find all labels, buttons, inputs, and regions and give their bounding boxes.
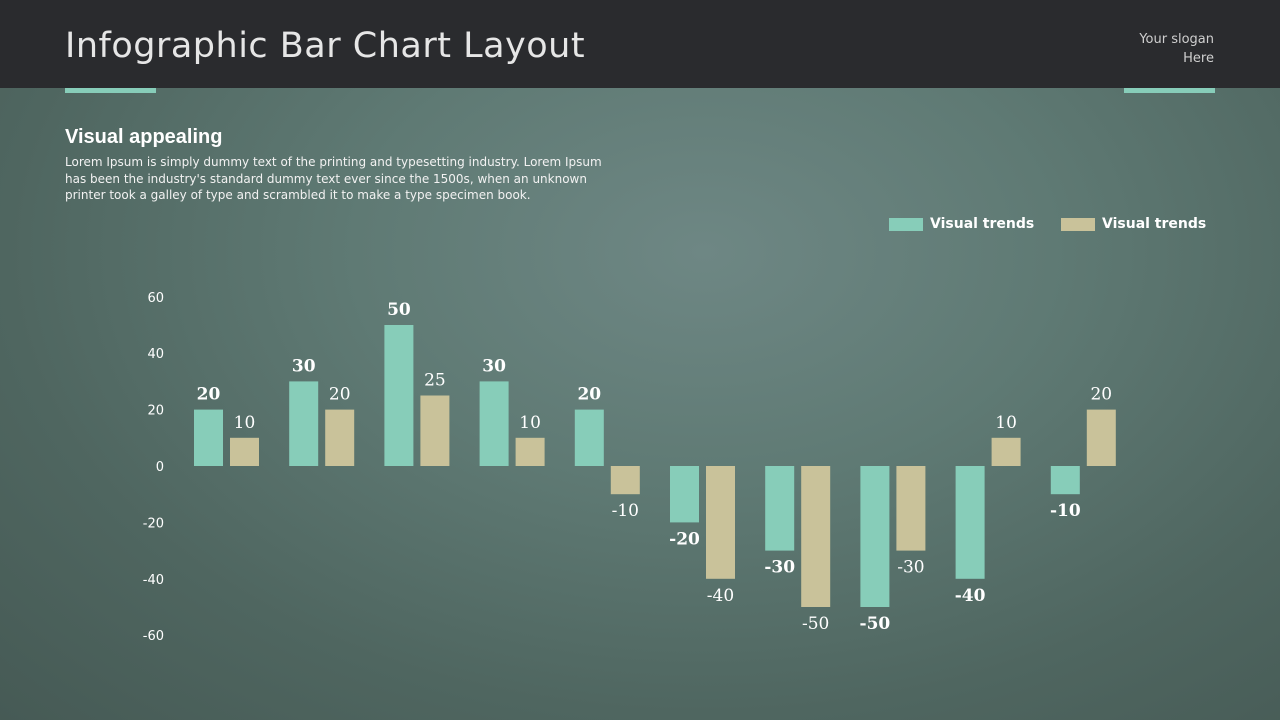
data-label-series-1: -10 xyxy=(1050,501,1081,521)
page-title: Infographic Bar Chart Layout xyxy=(65,26,586,66)
data-label-series-1: 20 xyxy=(197,385,221,405)
bar-series-1 xyxy=(194,409,223,466)
section-heading: Visual appealing xyxy=(65,126,223,148)
legend-label-series-2: Visual trends xyxy=(1102,216,1207,232)
bar-series-1 xyxy=(384,325,414,466)
bar-series-1 xyxy=(765,466,795,551)
accent-bar-left xyxy=(65,88,156,93)
y-tick-label: 20 xyxy=(147,404,164,419)
slogan: Your slogan Here xyxy=(1014,30,1214,68)
header-bar xyxy=(0,0,1280,88)
data-label-series-2: 20 xyxy=(1090,385,1112,405)
bar-series-2 xyxy=(230,437,259,466)
data-label-series-2: 10 xyxy=(234,413,256,433)
y-tick-label: -40 xyxy=(143,573,164,588)
y-tick-label: 40 xyxy=(147,347,164,362)
legend-swatch-series-2 xyxy=(1061,218,1095,231)
bar-series-1 xyxy=(860,466,890,607)
bar-series-2 xyxy=(991,437,1021,466)
bar-series-1 xyxy=(1050,466,1080,495)
legend-swatch-series-1 xyxy=(889,218,923,231)
bar-series-2 xyxy=(515,437,545,466)
legend-label-series-1: Visual trends xyxy=(930,216,1035,232)
bar-series-2 xyxy=(325,409,355,466)
bar-series-2 xyxy=(706,466,735,579)
data-label-series-2: -50 xyxy=(802,614,829,634)
bar-series-2 xyxy=(420,395,450,466)
y-tick-label: -60 xyxy=(143,629,164,644)
data-label-series-1: 50 xyxy=(387,300,411,320)
data-label-series-1: -30 xyxy=(764,558,795,578)
data-label-series-2: 10 xyxy=(995,413,1017,433)
data-label-series-1: -50 xyxy=(860,614,891,634)
data-label-series-2: 20 xyxy=(329,385,351,405)
y-tick-label: 60 xyxy=(147,291,164,306)
data-label-series-2: 10 xyxy=(519,413,541,433)
y-tick-label: -20 xyxy=(143,516,164,531)
data-label-series-1: 30 xyxy=(482,356,506,376)
bar-series-1 xyxy=(955,466,985,579)
data-label-series-2: -30 xyxy=(897,558,924,578)
bar-series-2 xyxy=(610,466,640,495)
data-label-series-2: -40 xyxy=(707,586,734,606)
bar-series-1 xyxy=(479,381,509,466)
bar-series-2 xyxy=(801,466,831,607)
data-label-series-1: 20 xyxy=(577,385,601,405)
data-label-series-2: -10 xyxy=(612,501,639,521)
data-label-series-1: 30 xyxy=(292,356,316,376)
accent-bar-right xyxy=(1124,88,1215,93)
section-description: Lorem Ipsum is simply dummy text of the … xyxy=(65,155,602,202)
bar-series-2 xyxy=(1086,409,1116,466)
bar-series-1 xyxy=(289,381,319,466)
bar-series-1 xyxy=(670,466,699,523)
y-tick-label: 0 xyxy=(156,460,164,475)
slogan-line-2: Here xyxy=(1183,51,1214,66)
data-label-series-1: -40 xyxy=(955,586,986,606)
bar-series-2 xyxy=(896,466,926,551)
slogan-line-1: Your slogan xyxy=(1139,32,1214,47)
bar-series-1 xyxy=(574,409,604,466)
data-label-series-1: -20 xyxy=(669,529,700,549)
data-label-series-2: 25 xyxy=(424,371,446,391)
